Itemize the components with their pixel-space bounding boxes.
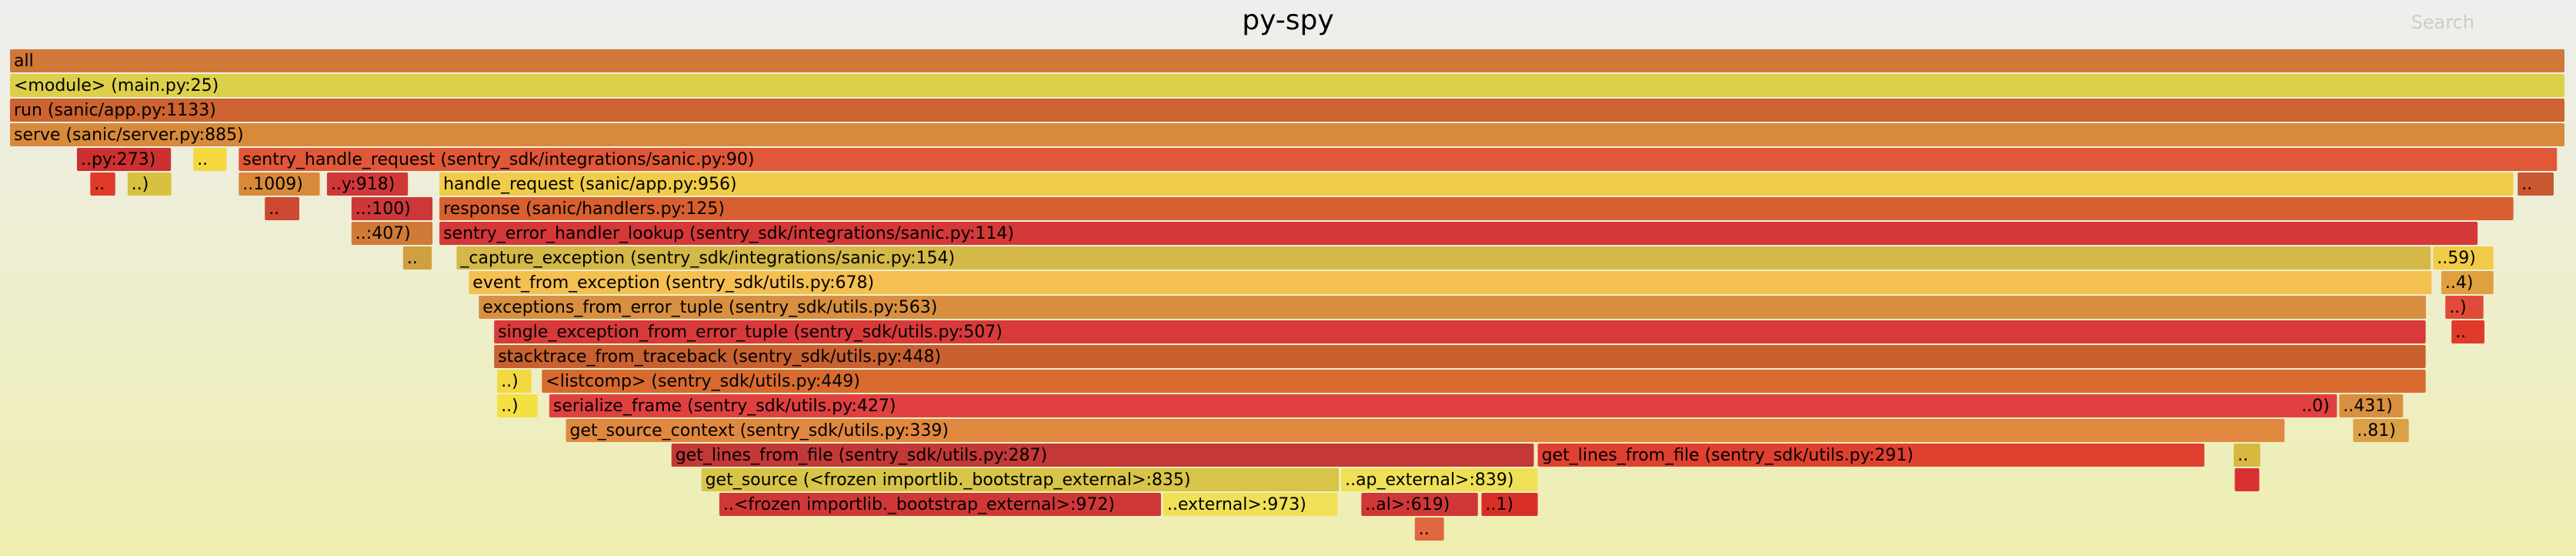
frame-0[interactable]: all <box>10 49 2564 72</box>
frame-rect[interactable] <box>671 444 1534 467</box>
frame-17[interactable]: sentry_error_handler_lookup (sentry_sdk/… <box>439 222 2478 245</box>
frame-18[interactable]: .. <box>402 246 432 270</box>
frame-rect[interactable] <box>2339 394 2404 417</box>
frame-10[interactable]: ..y:918) <box>326 172 409 196</box>
frame-rect[interactable] <box>497 370 532 393</box>
frame-rect[interactable] <box>2451 320 2484 343</box>
frame-rect[interactable] <box>2234 444 2261 467</box>
frame-rect[interactable] <box>2353 419 2409 442</box>
frame-rect[interactable] <box>1341 468 1538 491</box>
frame-20[interactable]: ..59) <box>2433 246 2494 270</box>
frame-21[interactable]: event_from_exception (sentry_sdk/utils.p… <box>469 271 2432 294</box>
frame-15[interactable]: response (sanic/handlers.py:125) <box>439 197 2514 220</box>
frame-46[interactable]: .. <box>1414 517 1444 541</box>
frame-6[interactable]: sentry_handle_request (sentry_sdk/integr… <box>239 148 2558 171</box>
frame-2[interactable]: run (sanic/app.py:1133) <box>10 99 2564 122</box>
search-input[interactable] <box>2365 11 2476 34</box>
frame-7[interactable]: .. <box>90 172 115 196</box>
frame-44[interactable]: ..al>:619) <box>1361 493 1478 516</box>
frame-rect[interactable] <box>1414 517 1444 541</box>
frame-rect[interactable] <box>265 197 299 220</box>
frame-rect[interactable] <box>10 74 2564 97</box>
frame-24[interactable]: ..) <box>2445 296 2484 319</box>
frame-rect[interactable] <box>549 394 2337 417</box>
frame-16[interactable]: ..:407) <box>351 222 433 245</box>
frame-1[interactable]: <module> (main.py:25) <box>10 74 2564 97</box>
frame-rect[interactable] <box>351 197 433 220</box>
frame-rect[interactable] <box>701 468 1340 491</box>
frame-14[interactable]: ..:100) <box>351 197 433 220</box>
frame-25[interactable]: single_exception_from_error_tuple (sentr… <box>494 320 2426 343</box>
frame-38[interactable]: .. <box>2234 444 2261 467</box>
frame-22[interactable]: ..4) <box>2441 271 2494 294</box>
frame-26[interactable]: .. <box>2451 320 2484 343</box>
frame-8[interactable]: ..) <box>127 172 172 196</box>
frame-rect[interactable] <box>439 222 2478 245</box>
frame-rect[interactable] <box>719 493 1161 516</box>
frame-rect[interactable] <box>2441 271 2494 294</box>
frame-rect[interactable] <box>494 320 2426 343</box>
frame-rect[interactable] <box>351 222 433 245</box>
frame-rect[interactable] <box>90 172 115 196</box>
frame-rect[interactable] <box>10 123 2564 146</box>
frame-rect[interactable] <box>566 419 2285 442</box>
frame-42[interactable]: ..<frozen importlib._bootstrap_external>… <box>719 493 1161 516</box>
frame-4[interactable]: ..py:273) <box>77 148 172 171</box>
frame-rect[interactable] <box>456 246 2431 270</box>
frame-12[interactable]: .. <box>2518 172 2554 196</box>
frame-rect[interactable] <box>239 148 2558 171</box>
frame-rect[interactable] <box>497 394 538 417</box>
frame-37[interactable]: get_lines_from_file (sentry_sdk/utils.py… <box>1537 444 2204 467</box>
frame-45[interactable]: ..1) <box>1481 493 1538 516</box>
frame-5[interactable]: .. <box>193 148 227 171</box>
frame-rect[interactable] <box>1163 493 1338 516</box>
frame-31[interactable]: serialize_frame (sentry_sdk/utils.py:427… <box>549 394 2337 417</box>
frame-rect[interactable] <box>2445 296 2484 319</box>
frame-rect[interactable] <box>326 172 409 196</box>
frame-rect[interactable] <box>77 148 172 171</box>
frame-3[interactable]: serve (sanic/server.py:885) <box>10 123 2564 146</box>
frame-rect[interactable] <box>10 99 2564 122</box>
frame-rect[interactable] <box>2297 394 2334 417</box>
frame-43[interactable]: ..external>:973) <box>1163 493 1338 516</box>
frame-rect[interactable] <box>127 172 172 196</box>
frame-rect[interactable] <box>469 271 2432 294</box>
frame-rect[interactable] <box>542 370 2426 393</box>
frame-rect[interactable] <box>1361 493 1478 516</box>
frame-11[interactable]: handle_request (sanic/app.py:956) <box>439 172 2514 196</box>
frame-13[interactable]: .. <box>265 197 299 220</box>
frame-rect[interactable] <box>193 148 227 171</box>
frame-rect[interactable] <box>10 49 2564 72</box>
frame-rect[interactable] <box>402 246 432 270</box>
frame-32[interactable]: ..0) <box>2297 394 2334 417</box>
frame-rect[interactable] <box>439 172 2514 196</box>
frame-rect[interactable] <box>239 172 320 196</box>
frame-rect[interactable] <box>479 296 2426 319</box>
frame-23[interactable]: exceptions_from_error_tuple (sentry_sdk/… <box>479 296 2426 319</box>
frame-rect[interactable] <box>2433 246 2494 270</box>
frame-39[interactable]: get_source (<frozen importlib._bootstrap… <box>701 468 1340 491</box>
frame-36[interactable]: get_lines_from_file (sentry_sdk/utils.py… <box>671 444 1534 467</box>
frame-30[interactable]: ..) <box>497 394 538 417</box>
frame-29[interactable]: <listcomp> (sentry_sdk/utils.py:449) <box>542 370 2426 393</box>
frame-rect[interactable] <box>1537 444 2204 467</box>
frame-41[interactable] <box>2234 468 2260 491</box>
frame-33[interactable]: ..431) <box>2339 394 2404 417</box>
frame-35[interactable]: ..81) <box>2353 419 2409 442</box>
frame-rect[interactable] <box>439 197 2514 220</box>
frame-rect[interactable] <box>2518 172 2554 196</box>
frame-rect[interactable] <box>1481 493 1538 516</box>
frame-27[interactable]: stacktrace_from_traceback (sentry_sdk/ut… <box>494 345 2426 368</box>
frame-rect[interactable] <box>494 345 2426 368</box>
frame-19[interactable]: _capture_exception (sentry_sdk/integrati… <box>456 246 2431 270</box>
frame-40[interactable]: ..ap_external>:839) <box>1341 468 1538 491</box>
page-title: py-spy <box>1242 5 1334 36</box>
frame-rect[interactable] <box>2234 468 2260 491</box>
frame-34[interactable]: get_source_context (sentry_sdk/utils.py:… <box>566 419 2285 442</box>
frame-28[interactable]: ..) <box>497 370 532 393</box>
frame-9[interactable]: ..1009) <box>239 172 320 196</box>
